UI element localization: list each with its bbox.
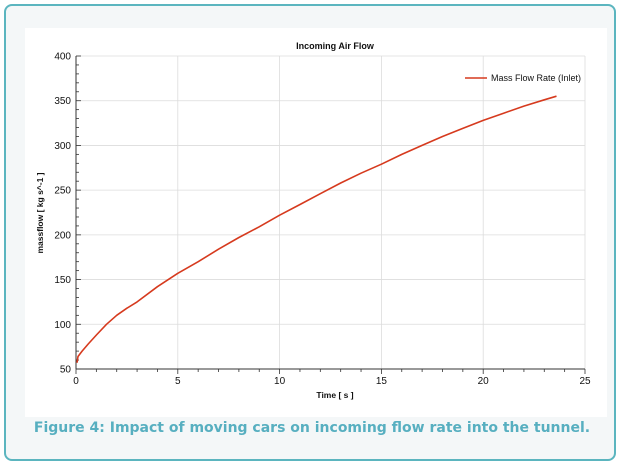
y-tick-label: 400 — [54, 52, 71, 63]
x-axis-label: Time [ s ] — [316, 390, 353, 400]
y-tick-label: 300 — [54, 141, 71, 152]
plot-panel — [25, 28, 607, 417]
x-tick-label: 15 — [376, 376, 388, 387]
legend: Mass Flow Rate (Inlet) — [465, 73, 581, 83]
figure-caption: Figure 4: Impact of moving cars on incom… — [33, 420, 591, 436]
y-tick-label: 50 — [60, 365, 72, 376]
y-axis-label: massflow [ kg s^-1 ] — [35, 172, 45, 253]
y-tick-label: 150 — [54, 275, 71, 286]
y-tick-label: 350 — [54, 96, 71, 107]
x-tick-label: 25 — [579, 376, 591, 387]
grid-lines — [75, 55, 586, 370]
y-tick-label: 250 — [54, 186, 71, 197]
legend-entry: Mass Flow Rate (Inlet) — [491, 73, 581, 83]
ticks: 50 100 150 200 250 300 350 400 0 5 10 15 20 25 — [54, 52, 591, 388]
chart-title: Incoming Air Flow — [296, 41, 375, 51]
axes — [75, 56, 585, 370]
y-tick-label: 200 — [54, 230, 71, 241]
x-tick-label: 10 — [274, 376, 286, 387]
x-tick-label: 20 — [478, 376, 490, 387]
line-chart: 50 100 150 200 250 300 350 400 0 5 10 15 20 25 Incomi… — [35, 41, 591, 400]
y-tick-label: 100 — [54, 320, 71, 331]
series-line-mass-flow-rate — [76, 95, 557, 363]
series-layer — [76, 95, 557, 363]
x-tick-label: 0 — [73, 376, 79, 387]
x-tick-label: 5 — [175, 376, 181, 387]
figure-frame: 50 100 150 200 250 300 350 400 0 5 10 15 20 25 Incomi… — [4, 4, 616, 461]
